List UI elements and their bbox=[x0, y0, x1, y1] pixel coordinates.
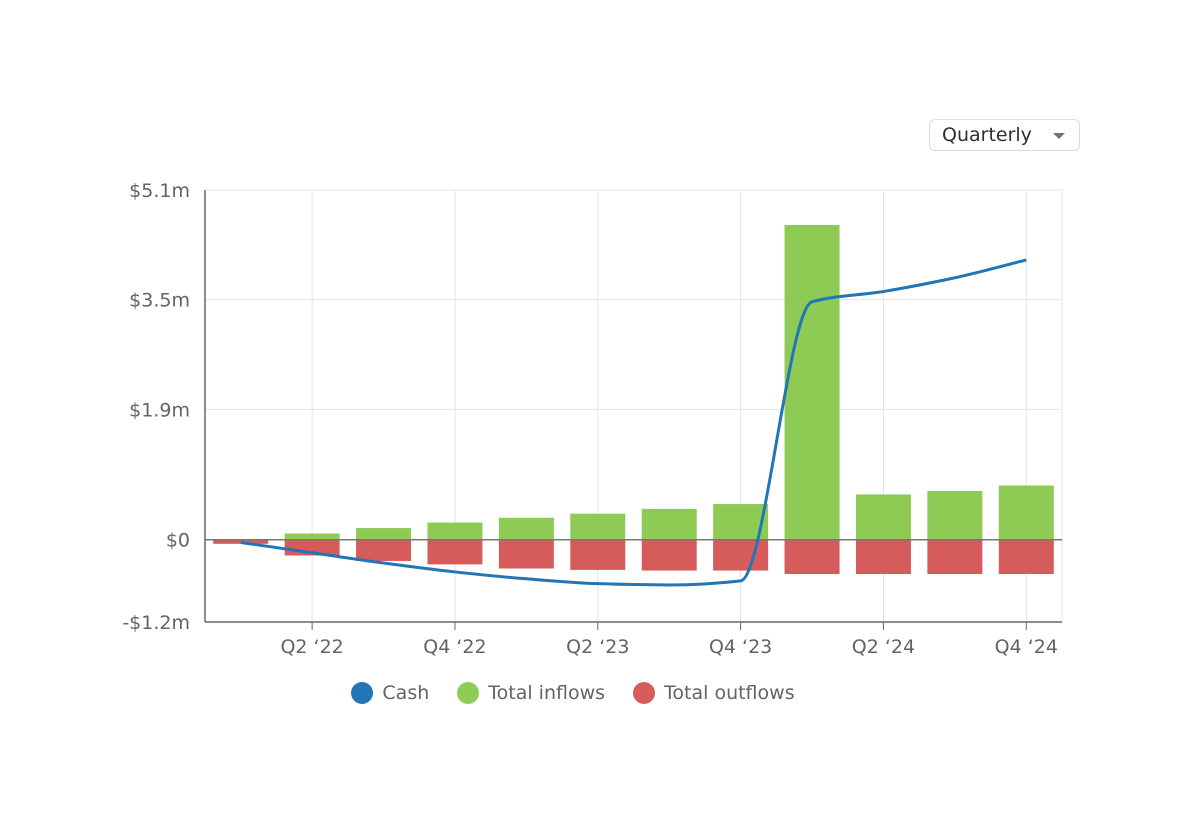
inflow-bar bbox=[784, 224, 840, 540]
outflow-bar bbox=[998, 539, 1054, 574]
legend-item-outflows[interactable]: Total outflows bbox=[633, 682, 795, 704]
y-tick-label: $5.1m bbox=[129, 180, 190, 202]
cash-legend-dot bbox=[351, 682, 374, 704]
x-tick-label: Q2 ‘24 bbox=[852, 636, 915, 658]
x-tick-label: Q4 ‘23 bbox=[709, 636, 772, 658]
cash-line bbox=[240, 258, 1027, 587]
outflow-bar bbox=[855, 539, 911, 574]
inflow-bar bbox=[356, 528, 412, 540]
legend-item-inflows[interactable]: Total inflows bbox=[457, 682, 605, 704]
period-dropdown[interactable]: Quarterly bbox=[929, 119, 1080, 151]
legend: Cash Total inflows Total outflows bbox=[0, 682, 1146, 704]
x-tick-label: Q4 ‘24 bbox=[995, 636, 1058, 658]
inflow-bar bbox=[641, 508, 697, 540]
outflow-bar bbox=[570, 539, 626, 570]
y-tick-label: $1.9m bbox=[129, 399, 190, 421]
inflow-bar bbox=[498, 517, 554, 540]
outflow-bar bbox=[213, 539, 269, 544]
inflow-bar bbox=[427, 522, 483, 540]
inflow-bar bbox=[927, 491, 983, 540]
inflow-bar bbox=[570, 513, 626, 540]
y-tick-label: $3.5m bbox=[129, 290, 190, 312]
x-tick-label: Q2 ‘22 bbox=[280, 636, 343, 658]
legend-item-cash[interactable]: Cash bbox=[351, 682, 429, 704]
legend-label: Cash bbox=[382, 682, 430, 704]
outflows-legend-dot bbox=[633, 682, 656, 704]
inflow-bar bbox=[998, 485, 1054, 540]
outflow-bar bbox=[927, 539, 983, 574]
inflows-legend-dot bbox=[457, 682, 480, 704]
outflow-bar bbox=[641, 539, 697, 571]
inflow-bar bbox=[284, 533, 340, 540]
y-tick-label: $0 bbox=[166, 530, 190, 552]
caret-down-icon bbox=[1053, 133, 1065, 139]
inflow-bar bbox=[855, 494, 911, 540]
outflow-bar bbox=[498, 539, 554, 569]
outflow-bar bbox=[356, 539, 412, 561]
outflow-bar bbox=[713, 539, 769, 571]
cashflow-chart: $5.1m $3.5m $1.9m $0 -$1.2m Q2 ‘22 Q4 ‘22 Q2 ‘2… bbox=[122, 180, 1063, 658]
outflow-bar bbox=[427, 539, 483, 565]
x-tick-label: Q2 ‘23 bbox=[566, 636, 629, 658]
x-tick-label: Q4 ‘22 bbox=[423, 636, 486, 658]
outflow-bar bbox=[784, 539, 840, 574]
period-dropdown-value: Quarterly bbox=[942, 124, 1032, 146]
legend-label: Total inflows bbox=[488, 682, 606, 704]
legend-label: Total outflows bbox=[664, 682, 795, 704]
y-tick-label: -$1.2m bbox=[122, 612, 190, 634]
